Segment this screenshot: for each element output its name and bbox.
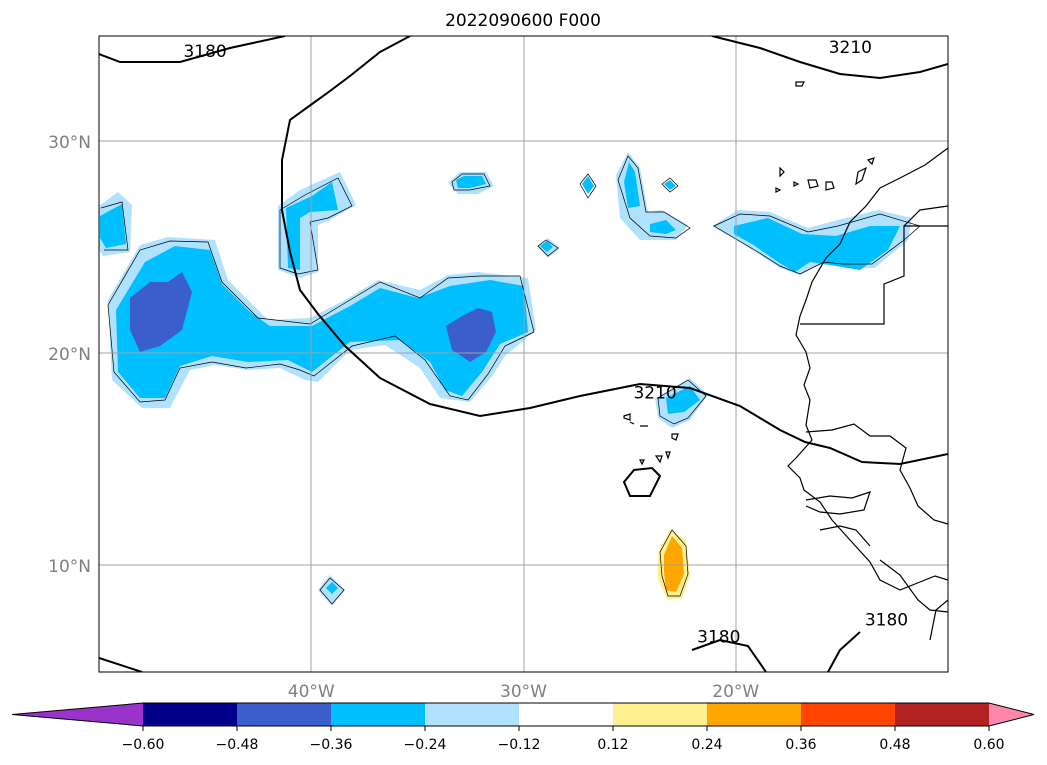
colorbar-segment (519, 703, 614, 726)
colorbar-tick-label: 0.24 (691, 737, 722, 753)
colorbar-tick-label: 0.12 (597, 737, 628, 753)
coastlines (623, 81, 948, 641)
map-panel: 3180 3210 3210 3180 3180 (99, 36, 948, 672)
lon-tick-label: 30°W (500, 682, 547, 702)
map-frame (98, 35, 949, 673)
colorbar-segment (331, 703, 426, 726)
colorbar-segment (801, 703, 896, 726)
contour-label: 3210 (829, 38, 872, 58)
contour-label: 3180 (865, 610, 908, 630)
chart-title: 2022090600 F000 (445, 11, 601, 31)
colorbar-tick-label: 0.60 (973, 737, 1004, 753)
colorbar: −0.60 −0.48 −0.36 −0.24 −0.12 0.12 0.24 0.36 0.4… (11, 702, 1035, 753)
colorbar-tick-label: −0.60 (122, 737, 165, 753)
colorbar-segment (613, 703, 708, 726)
lon-tick-label: 20°W (712, 682, 759, 702)
colorbar-tick-label: −0.36 (310, 737, 353, 753)
colorbar-extend-min (12, 703, 143, 726)
colorbar-segment (143, 703, 238, 726)
contour-labels: 3180 3210 3210 3180 3180 (183, 38, 908, 647)
lon-tick-label: 40°W (288, 682, 335, 702)
colorbar-tick-label: 0.48 (879, 737, 910, 753)
colorbar-segment (237, 703, 332, 726)
map-gridlines (99, 36, 948, 672)
lat-tick-label: 30°N (48, 133, 91, 153)
shading-royal-blue (130, 272, 496, 362)
contour-label: 3180 (183, 42, 226, 62)
contour-label: 3210 (633, 384, 676, 404)
lat-tick-label: 10°N (48, 557, 91, 577)
latitude-tick-labels: 10°N 20°N 30°N (48, 133, 91, 577)
colorbar-segment (425, 703, 520, 726)
colorbar-tick-label: −0.24 (404, 737, 447, 753)
lat-tick-label: 20°N (48, 345, 91, 365)
colorbar-tick-label: −0.48 (216, 737, 259, 753)
colorbar-segment (895, 703, 990, 726)
colorbar-tick-label: 0.36 (785, 737, 816, 753)
height-contours (99, 36, 948, 672)
colorbar-tick-label: −0.12 (498, 737, 541, 753)
contour-label: 3180 (697, 627, 740, 647)
shading-sky-blue (100, 162, 900, 594)
colorbar-segment (707, 703, 802, 726)
longitude-tick-labels: 40°W 30°W 20°W (288, 682, 760, 702)
colorbar-extend-max (989, 703, 1034, 726)
